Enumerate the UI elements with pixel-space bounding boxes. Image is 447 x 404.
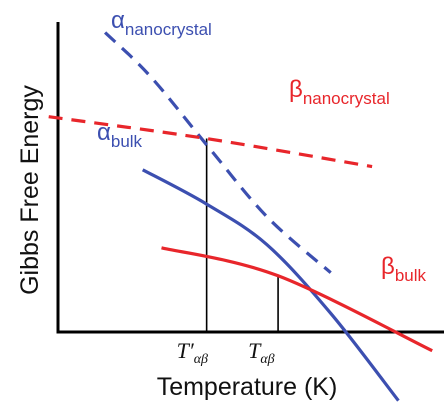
marker-tick-label-1: Tαβ <box>248 338 275 367</box>
axes <box>56 22 444 334</box>
series-labels: αnanocrystal βnanocrystal αbulk βbulk <box>97 7 426 285</box>
marker-lines <box>205 138 279 332</box>
series-curve-alpha-nanocrystal <box>103 31 332 274</box>
marker-tick-label-0: T′αβ <box>177 338 208 367</box>
x-axis-title: Temperature (K) <box>157 373 338 401</box>
series-label-alpha-bulk: αbulk <box>97 119 143 151</box>
tick-labels: T′αβ Tαβ <box>177 338 275 367</box>
series-label-beta-nanocrystal: βnanocrystal <box>289 76 390 108</box>
series-curves <box>48 31 433 402</box>
series-curve-beta-bulk <box>161 246 433 353</box>
series-label-alpha-nanocrystal: αnanocrystal <box>111 7 212 39</box>
series-label-beta-bulk: βbulk <box>381 253 426 285</box>
series-curve-beta-nanocrystal <box>48 115 373 169</box>
series-curve-alpha-bulk <box>141 168 400 402</box>
y-axis-title: Gibbs Free Energy <box>16 85 44 295</box>
